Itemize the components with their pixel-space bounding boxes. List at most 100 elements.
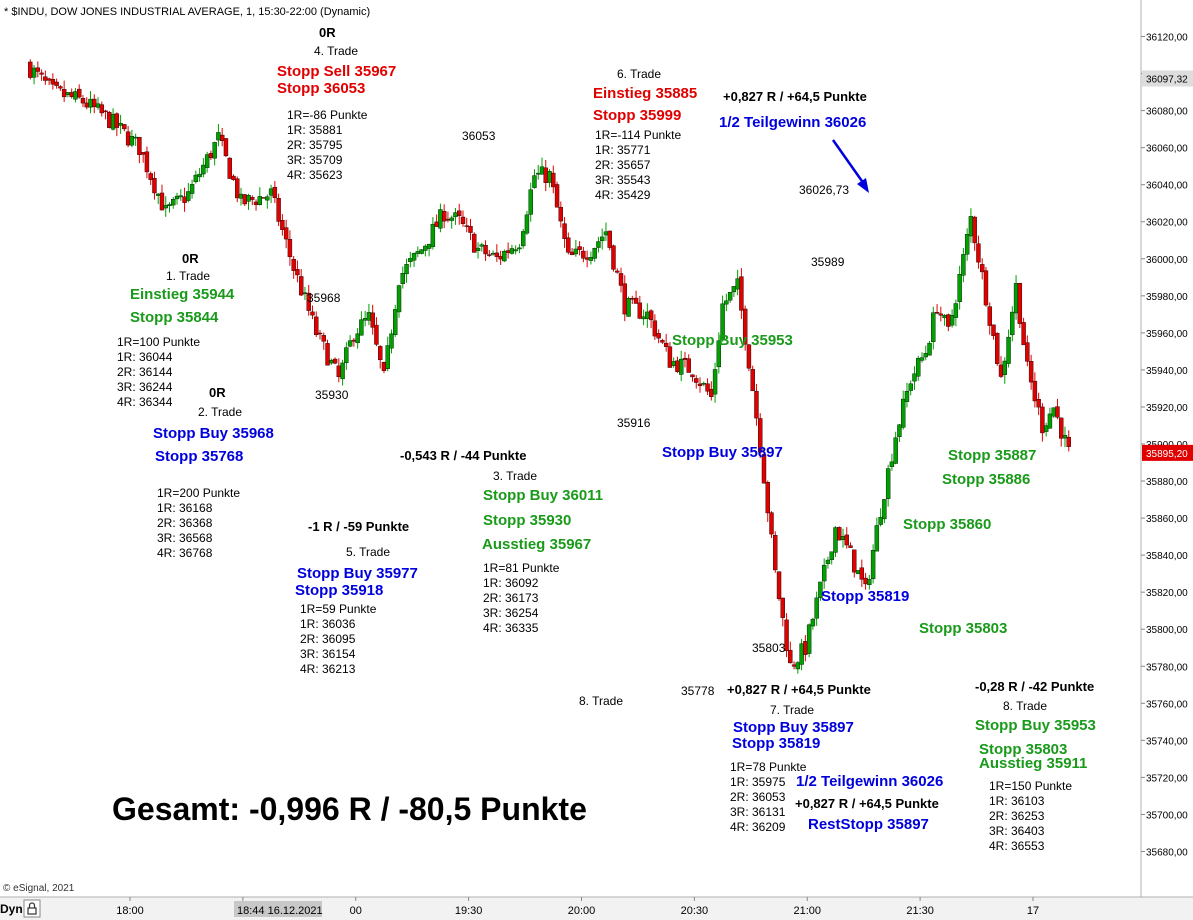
y-tick-label: 35740,00: [1146, 736, 1188, 747]
candle-body: [916, 358, 921, 377]
candle-body: [520, 231, 526, 247]
y-axis[interactable]: 35680,00 35700,00 35720,00 35740,00 35760,00…: [1141, 33, 1188, 859]
x-tick-label: 00: [350, 905, 362, 917]
candle-body: [434, 221, 439, 227]
candle-body: [663, 342, 669, 347]
candle-body: [656, 333, 661, 339]
candle-body: [1055, 406, 1060, 418]
trade-line: Stopp Buy 36011: [483, 487, 603, 504]
price-label-box: [1142, 70, 1193, 87]
trade-line: Stopp Sell 35967: [277, 63, 396, 80]
arrow-icon: [831, 139, 869, 193]
candle-body: [490, 252, 496, 255]
candle-body: [934, 311, 940, 314]
candle-body: [460, 216, 466, 224]
candle-body: [513, 249, 518, 252]
candle-body: [430, 223, 436, 247]
candle-body: [84, 102, 89, 108]
y-tick-label: 35960,00: [1146, 329, 1188, 340]
candle-body: [216, 132, 221, 141]
candle-body: [637, 302, 643, 319]
trade-6: 6. Trade Einstieg 35885 Stopp 35999 1R=-…: [593, 67, 867, 202]
candle-body: [1032, 380, 1038, 402]
trade-title: 5. Trade: [346, 545, 390, 559]
candle-body: [968, 216, 974, 237]
candle-body: [746, 344, 752, 369]
candle-body: [788, 650, 793, 664]
y-tick-label: 35920,00: [1146, 403, 1188, 414]
y-tick-label: 36060,00: [1146, 144, 1188, 155]
candle-body: [648, 310, 654, 321]
candle-body: [253, 201, 259, 205]
candle-body: [317, 332, 323, 335]
candle-body: [972, 216, 977, 244]
candle-body: [1040, 406, 1045, 434]
candle-body: [80, 98, 86, 104]
candle-body: [1051, 407, 1056, 417]
candle-body: [58, 86, 63, 89]
candle-body: [1021, 322, 1026, 346]
stop-label: Stopp 35803: [919, 620, 1007, 637]
candle-body: [385, 345, 390, 369]
candle-body: [727, 292, 733, 301]
candle-body: [863, 577, 868, 585]
candle-body: [942, 315, 947, 319]
dyn-label[interactable]: Dyn: [0, 902, 23, 916]
candle-body: [197, 173, 202, 178]
price-labels: 36097,32 35895,20: [1142, 70, 1193, 461]
trade-line: Stopp 35803: [979, 741, 1067, 758]
candle-body: [498, 255, 503, 260]
candle-body: [581, 250, 586, 259]
candle-body: [573, 248, 579, 255]
candle-body: [174, 195, 180, 200]
stop-label: Stopp 35886: [942, 471, 1030, 488]
candle-body: [268, 188, 274, 196]
candle-body: [773, 535, 778, 571]
trade-line: Ausstieg 35911: [979, 755, 1087, 772]
y-tick-label: 35780,00: [1146, 662, 1188, 673]
candle-body: [889, 461, 895, 467]
candle-body: [543, 167, 548, 183]
candle-body: [750, 369, 755, 392]
x-tick-label: 18:00: [116, 905, 144, 917]
plot-area[interactable]: [0, 0, 1141, 897]
r-line: 1R: 35771: [595, 143, 651, 157]
candle-body: [867, 579, 872, 585]
trade-line: Stopp Buy 35968: [153, 425, 274, 442]
trade-5: -1 R / -59 Punkte 5. Trade Stopp Buy 359…: [295, 519, 418, 676]
candle-body: [453, 212, 458, 218]
candle-body: [765, 482, 770, 514]
candle-body: [366, 312, 372, 321]
candle-body: [810, 618, 816, 627]
candle-body: [938, 313, 944, 316]
candle-body: [1017, 283, 1023, 324]
candle-body: [848, 545, 853, 548]
trade-line: Stopp Buy 35977: [297, 565, 418, 582]
candle-body: [599, 236, 605, 242]
candle-body: [415, 251, 421, 254]
candle-body: [633, 297, 639, 304]
candle-body: [148, 173, 153, 180]
candle-body: [212, 142, 217, 159]
lock-icon[interactable]: [23, 899, 41, 918]
candle-body: [995, 332, 1000, 364]
candle-body: [622, 283, 627, 315]
candle-body: [615, 270, 620, 273]
r-line: 3R: 36568: [157, 531, 213, 545]
total-result: Gesamt: -0,996 R / -80,5 Punkte: [112, 791, 587, 827]
r-line: 4R: 36213: [300, 662, 356, 676]
candle-body: [351, 339, 357, 342]
candle-body: [156, 193, 161, 196]
candle-body: [705, 383, 710, 392]
candle-body: [193, 174, 199, 183]
candle-body: [396, 285, 402, 313]
r-line: 3R: 36254: [483, 606, 539, 620]
candle-body: [837, 527, 842, 541]
candle-body: [592, 248, 597, 259]
candle-body: [167, 204, 172, 207]
price-label: 35895,20: [1146, 449, 1188, 460]
candle-body: [998, 364, 1004, 377]
candle-body: [186, 191, 191, 201]
candle-body: [39, 72, 44, 75]
